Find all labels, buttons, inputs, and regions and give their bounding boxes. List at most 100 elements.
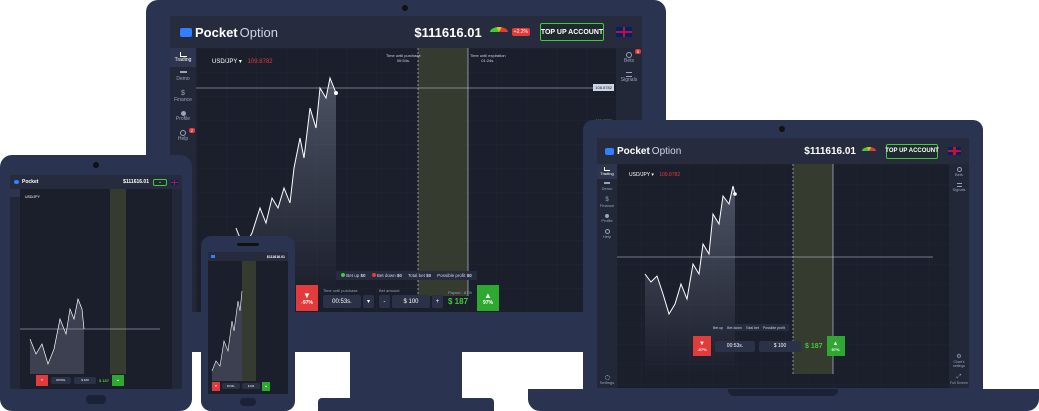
- top-up-account-button[interactable]: TOP UP ACCOUNT: [885, 143, 939, 159]
- current-price-point: [334, 91, 338, 95]
- trade-panel: ▼ -97% Time until purchase 00:53s. ▾ Bet…: [296, 284, 500, 312]
- help-icon: [604, 229, 610, 234]
- sidebar-item-help[interactable]: Help: [597, 226, 617, 242]
- bet-up-button[interactable]: ▲: [262, 381, 270, 391]
- amount-input[interactable]: $ 100: [74, 376, 96, 384]
- monitor-stand-neck: [350, 352, 462, 400]
- arrow-up-icon: ▲: [832, 340, 839, 347]
- language-flag-icon[interactable]: [616, 27, 632, 37]
- sidebar-item-settings[interactable]: Settings: [597, 372, 617, 388]
- rightbar-item-full-screen[interactable]: ⤢ Full Screen: [949, 371, 969, 388]
- sidebar-item-profile[interactable]: Profile: [597, 211, 617, 226]
- sidebar-item-demo[interactable]: [10, 197, 20, 205]
- time-input[interactable]: 00:53s.: [323, 295, 361, 308]
- sidebar-item-profile[interactable]: Profile: [170, 107, 196, 126]
- price-chart[interactable]: ▼ 00:53s. $ 100 ▲: [208, 261, 288, 394]
- pair-name: USD/JPY: [212, 59, 238, 65]
- rightbar-item-signals[interactable]: Signals: [949, 180, 969, 195]
- sidebar-item-profile[interactable]: [10, 213, 20, 221]
- bet-down-button[interactable]: ▼ -97%: [296, 285, 318, 311]
- sidebar-item-finance[interactable]: $ Finance: [170, 86, 196, 107]
- bet-down-button[interactable]: ▼ -97%: [693, 336, 711, 356]
- bet-down-button[interactable]: ▼: [212, 381, 220, 391]
- sidebar-item-demo[interactable]: Demo: [597, 179, 617, 194]
- brand-logo[interactable]: Pocket: [14, 179, 38, 185]
- amount-plus-button[interactable]: +: [432, 295, 443, 308]
- bet-up-button[interactable]: ▲: [112, 374, 125, 386]
- trade-panel: ▼ 00:53s. $ 100 $ 187 ▲: [36, 374, 125, 386]
- brand-logo[interactable]: Pocket Option: [605, 146, 681, 157]
- chart-settings-icon: ⚙: [956, 354, 962, 360]
- time-until-purchase-value: 00:54s.: [396, 57, 410, 63]
- payout-value: $ 187: [805, 342, 823, 350]
- price-area: [30, 299, 84, 374]
- chart-icon: [604, 167, 610, 171]
- signals-icon: [956, 183, 962, 187]
- top-up-account-button[interactable]: TOP UP ACCOUNT: [540, 23, 604, 41]
- rightbar-item-chart-settings[interactable]: ⚙ Chart's settings: [949, 350, 969, 371]
- amount-minus-button[interactable]: -: [379, 295, 390, 308]
- time-picker-button[interactable]: ▾: [363, 295, 374, 308]
- price-line: [235, 76, 337, 250]
- account-balance[interactable]: $111616.01: [804, 145, 856, 157]
- speedometer-icon[interactable]: [489, 27, 508, 37]
- language-flag-icon[interactable]: [171, 179, 178, 185]
- price-chart[interactable]: USD/JPY ▾ 109.8782 Bet up Bet down Total…: [617, 164, 949, 388]
- dollar-icon: $: [181, 90, 185, 97]
- rightbar-item-bets[interactable]: Bets: [949, 164, 969, 180]
- price-chart-svg: [20, 189, 160, 374]
- pair-price: 109.8782: [659, 172, 681, 178]
- sidebar-item-label: Help: [177, 136, 189, 142]
- rightbar-item-signals[interactable]: Signals: [616, 68, 642, 87]
- time-input[interactable]: 00:53s.: [51, 376, 71, 384]
- rightbar-item-signals[interactable]: [172, 197, 182, 205]
- asset-pair-selector[interactable]: USD/JPY: [25, 195, 40, 199]
- bet-up-label: Bet up: [713, 325, 724, 330]
- up-percent: 97%: [831, 346, 840, 352]
- sidebar-item-finance[interactable]: $ Finance: [597, 194, 617, 211]
- laptop-camera: [779, 126, 785, 132]
- amount-input[interactable]: $ 100: [759, 340, 801, 352]
- graduation-cap-icon: [604, 182, 610, 186]
- asset-pair-selector[interactable]: USD/JPY ▾ 109.8782: [212, 59, 273, 65]
- bet-down-value: $0: [396, 273, 402, 278]
- logo-text-sub: Option: [651, 145, 682, 157]
- graduation-cap-icon: [179, 71, 187, 76]
- up-percent: 97%: [483, 299, 494, 306]
- sidebar-item-trading[interactable]: Trading: [597, 164, 617, 179]
- time-selector: Time until purchase 00:53s. ▾: [323, 288, 374, 308]
- pair-name: USD/JPY: [629, 172, 651, 178]
- account-balance[interactable]: $111616.01: [266, 254, 285, 259]
- bet-down-button[interactable]: ▼: [36, 374, 48, 386]
- price-chart[interactable]: USD/JPY ▼ 00:53s. $ 100 $ 187 ▲: [20, 189, 172, 389]
- sidebar-item-label: Finance: [174, 97, 192, 103]
- time-input[interactable]: 00:53s.: [222, 383, 240, 389]
- sidebar-item-demo[interactable]: Demo: [170, 67, 196, 86]
- sidebar-item-help[interactable]: Help 2: [170, 126, 196, 146]
- top-up-account-button[interactable]: +: [153, 178, 167, 186]
- language-flag-icon[interactable]: [948, 147, 961, 155]
- bet-up-button[interactable]: ▲ 97%: [826, 336, 845, 356]
- amount-input[interactable]: $ 100: [242, 383, 260, 389]
- sidebar-item-trading[interactable]: Trading: [170, 48, 196, 67]
- rightbar-item-bets[interactable]: [172, 189, 182, 197]
- tablet-home-button[interactable]: [86, 395, 106, 404]
- bet-up-button[interactable]: ▲ 97%: [477, 285, 500, 311]
- rightbar-item-label: Chart's settings: [952, 360, 966, 368]
- rightbar-item-bets[interactable]: Bets 0: [616, 48, 642, 68]
- account-balance[interactable]: $111616.01: [123, 179, 149, 185]
- asset-pair-selector[interactable]: USD/JPY ▾ 109.8782: [629, 172, 681, 178]
- payout-display: Payout - 87% $ 187: [448, 290, 472, 306]
- phone-home-button[interactable]: [240, 398, 256, 406]
- time-selector-label: Time until purchase: [323, 288, 358, 293]
- speedometer-icon[interactable]: [862, 147, 876, 155]
- amount-selector: Bet amount - $ 100 +: [379, 288, 443, 308]
- brand-logo[interactable]: Pocket Option: [180, 25, 278, 40]
- account-balance[interactable]: $111616.01: [414, 24, 482, 40]
- time-input[interactable]: 00:53s.: [715, 340, 755, 352]
- sidebar-item-trading[interactable]: [10, 189, 20, 197]
- amount-input[interactable]: $ 100: [392, 295, 430, 308]
- arrow-down-icon: ▼: [699, 340, 705, 347]
- user-icon: [180, 111, 186, 116]
- sidebar-item-finance[interactable]: [10, 205, 20, 213]
